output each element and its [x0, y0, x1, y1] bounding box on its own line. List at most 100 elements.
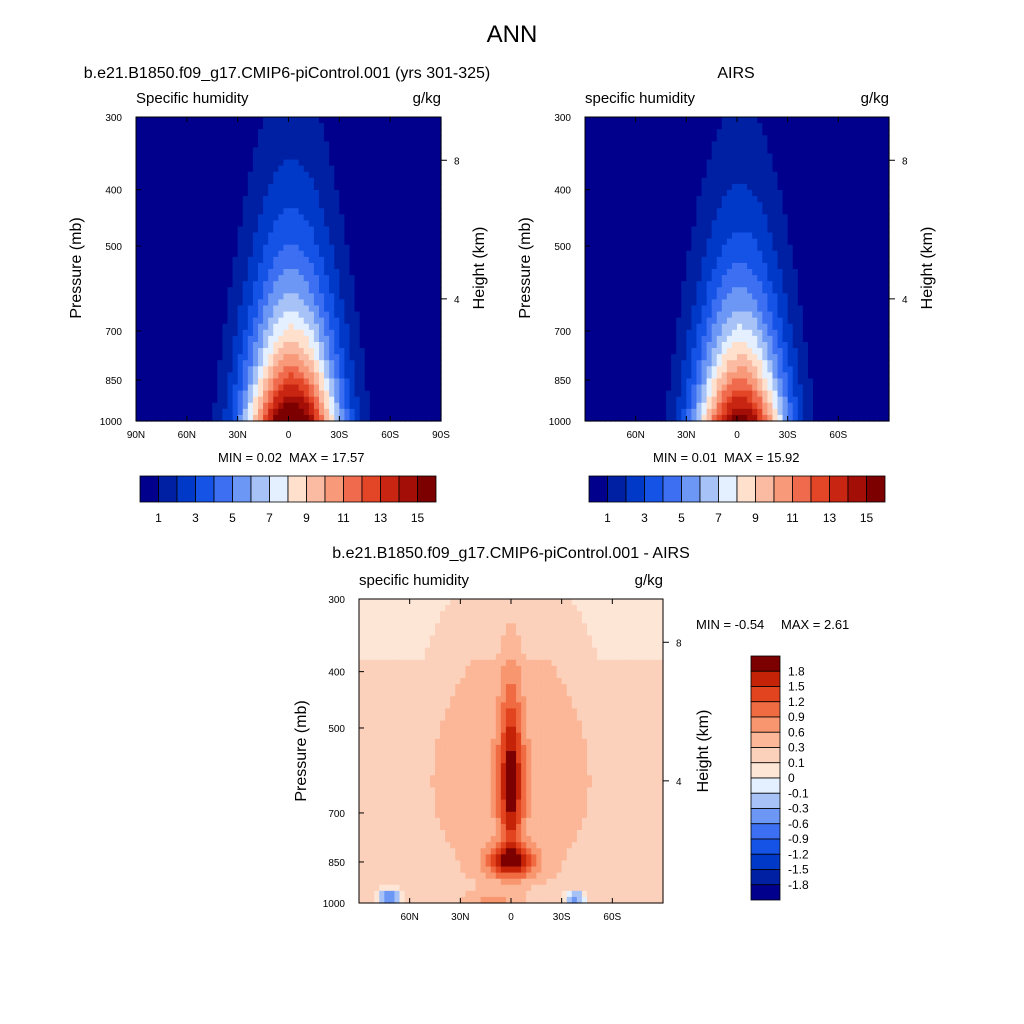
field-cell — [176, 354, 183, 361]
field-cell — [324, 232, 330, 240]
field-cell — [141, 335, 147, 343]
field-cell — [319, 171, 325, 179]
field-cell — [349, 335, 356, 343]
field-cell — [217, 153, 224, 161]
field-cell — [227, 171, 234, 179]
field-cell — [263, 293, 269, 300]
field-cell — [430, 171, 437, 179]
field-cell — [369, 220, 376, 228]
field-cell — [615, 135, 622, 142]
field-cell — [212, 256, 218, 264]
field-cell — [425, 123, 432, 130]
field-cell — [151, 384, 157, 392]
field-cell — [141, 135, 147, 142]
field-cell — [390, 171, 396, 179]
field-cell — [400, 117, 407, 124]
field-cell — [655, 123, 662, 130]
field-cell — [237, 129, 244, 136]
field-cell — [410, 348, 417, 355]
field-cell — [671, 372, 677, 380]
field-cell — [141, 159, 147, 167]
field-cell — [202, 220, 208, 228]
field-cell — [136, 293, 142, 300]
field-cell — [339, 196, 346, 203]
field-cell — [640, 360, 647, 367]
field-cell — [176, 220, 183, 228]
field-cell — [278, 262, 285, 270]
field-cell — [313, 341, 320, 349]
field-cell — [227, 293, 234, 300]
field-cell — [313, 208, 320, 215]
field-cell — [747, 269, 753, 276]
field-cell — [706, 341, 713, 349]
field-cell — [676, 165, 682, 173]
field-cell — [334, 384, 340, 392]
field-cell — [374, 141, 381, 148]
field-cell — [595, 153, 601, 161]
field-cell — [635, 202, 642, 209]
field-cell — [369, 269, 376, 276]
field-cell — [650, 317, 657, 325]
field-cell — [202, 183, 208, 191]
field-cell — [273, 329, 279, 337]
field-cell — [273, 299, 279, 307]
field-cell — [400, 232, 407, 240]
field-cell — [268, 360, 274, 367]
field-cell — [171, 275, 178, 282]
field-cell — [288, 226, 295, 234]
field-cell — [202, 348, 208, 355]
field-cell — [691, 335, 698, 343]
field-cell — [415, 171, 422, 179]
field-cell — [364, 244, 371, 252]
field-cell — [247, 323, 254, 331]
field-cell — [186, 281, 193, 288]
field-cell — [237, 329, 244, 337]
field-cell — [625, 323, 632, 331]
field-cell — [706, 384, 713, 392]
field-cell — [420, 354, 427, 361]
field-cell — [354, 269, 361, 276]
field-cell — [186, 275, 193, 282]
field-cell — [258, 196, 264, 203]
field-cell — [303, 329, 310, 337]
field-cell — [605, 366, 611, 373]
field-cell — [681, 348, 687, 355]
field-cell — [324, 378, 330, 386]
field-cell — [395, 384, 401, 392]
field-cell — [425, 129, 432, 136]
field-cell — [772, 153, 779, 161]
field-cell — [212, 287, 218, 294]
field-cell — [369, 238, 376, 246]
field-cell — [151, 141, 157, 148]
field-cell — [706, 323, 713, 331]
field-cell — [288, 378, 295, 386]
field-cell — [278, 177, 285, 185]
field-cell — [141, 262, 147, 270]
field-cell — [620, 153, 627, 161]
field-cell — [585, 408, 591, 416]
field-cell — [324, 171, 330, 179]
field-cell — [329, 153, 335, 161]
field-cell — [630, 384, 637, 392]
field-cell — [711, 402, 718, 410]
field-cell — [222, 408, 229, 416]
field-cell — [202, 256, 208, 264]
field-cell — [380, 256, 386, 264]
field-cell — [655, 372, 662, 380]
field-cell — [217, 341, 224, 349]
field-cell — [283, 196, 290, 203]
field-cell — [410, 220, 417, 228]
field-cell — [380, 189, 386, 197]
field-cell — [661, 335, 667, 343]
field-cell — [701, 269, 708, 276]
field-cell — [716, 408, 723, 416]
field-cell — [288, 360, 295, 367]
field-cell — [380, 299, 386, 307]
field-cell — [430, 135, 437, 142]
field-cell — [681, 165, 687, 173]
field-cell — [293, 341, 300, 349]
field-cell — [640, 153, 647, 161]
panel-model-min: MIN = 0.02 — [218, 450, 282, 465]
field-cell — [349, 360, 356, 367]
field-cell — [706, 293, 713, 300]
